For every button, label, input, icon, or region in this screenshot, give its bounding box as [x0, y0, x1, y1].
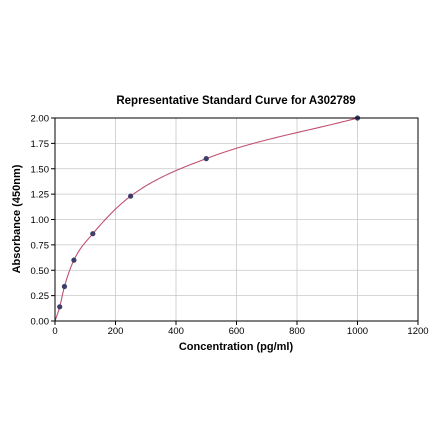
y-tick-label: 0.00	[31, 317, 50, 328]
x-tick-label: 1000	[347, 326, 368, 337]
data-point	[90, 231, 96, 237]
data-point	[71, 257, 77, 263]
data-point	[203, 156, 209, 162]
fit-curve-layer	[54, 117, 358, 322]
y-tick-label: 2.00	[31, 114, 50, 125]
x-tick-label: 600	[229, 326, 245, 337]
y-axis-ticks: 0.00 0.25 0.50 0.75 1.00 1.25 1.50 1.75 2.00	[31, 114, 55, 328]
x-tick-label: 200	[108, 326, 124, 337]
x-tick-label: 800	[289, 326, 305, 337]
y-tick-label: 0.25	[31, 291, 50, 302]
y-tick-label: 0.75	[31, 240, 50, 251]
data-point	[128, 193, 134, 199]
data-point	[61, 283, 68, 290]
y-tick-label: 0.50	[31, 266, 50, 277]
fit-curve-line	[54, 117, 358, 322]
y-axis-title: Absorbance (450nm)	[11, 164, 23, 273]
data-point	[57, 304, 63, 310]
y-tick-label: 1.00	[31, 215, 50, 226]
x-tick-label: 400	[168, 326, 184, 337]
y-tick-label: 1.50	[31, 164, 50, 175]
y-tick-label: 1.25	[31, 190, 50, 201]
x-axis-title: Concentration (pg/ml)	[179, 341, 294, 353]
y-tick-label: 1.75	[31, 139, 50, 150]
chart-title: Representative Standard Curve for A30278…	[116, 95, 355, 107]
data-points-layer	[57, 115, 361, 310]
grid-layer	[54, 117, 419, 322]
x-tick-label: 1200	[407, 326, 428, 337]
x-axis-ticks: 0 200 400 600 800 1000 1200	[52, 321, 429, 337]
x-tick-label: 0	[52, 326, 57, 337]
